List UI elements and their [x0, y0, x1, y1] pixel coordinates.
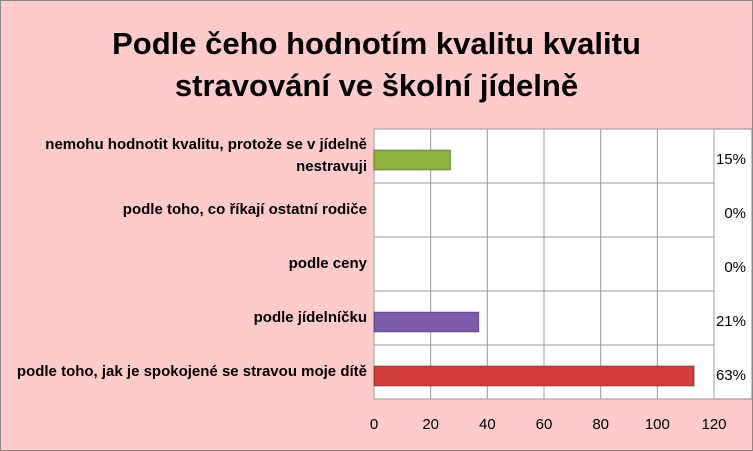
category-label: nemohu hodnotit kvalitu, protože se v jí… — [45, 136, 367, 175]
bar — [373, 311, 480, 333]
x-tick-label: 20 — [422, 416, 439, 433]
value-label: 21% — [716, 313, 746, 330]
category-label: podle ceny — [288, 255, 367, 272]
x-tick-label: 80 — [592, 416, 609, 433]
category-label: podle jídelníčku — [253, 309, 367, 326]
x-tick-label: 0 — [370, 416, 378, 433]
value-label: 15% — [716, 151, 746, 168]
chart-title: Podle čeho hodnotím kvalitu kvalitu stra… — [112, 26, 641, 103]
x-tick-label: 60 — [536, 416, 553, 433]
value-label: 0% — [724, 259, 746, 276]
plot-area — [373, 128, 752, 400]
value-label: 0% — [724, 205, 746, 222]
category-label: podle toho, jak je spokojené se stravou … — [16, 363, 367, 380]
category-label: podle toho, co říkají ostatní rodiče — [122, 201, 367, 218]
x-tick-label: 40 — [479, 416, 496, 433]
x-tick-label: 100 — [645, 416, 670, 433]
x-tick-label: 120 — [701, 416, 726, 433]
bar — [373, 149, 451, 171]
value-label: 63% — [716, 367, 746, 384]
bar — [373, 365, 695, 387]
